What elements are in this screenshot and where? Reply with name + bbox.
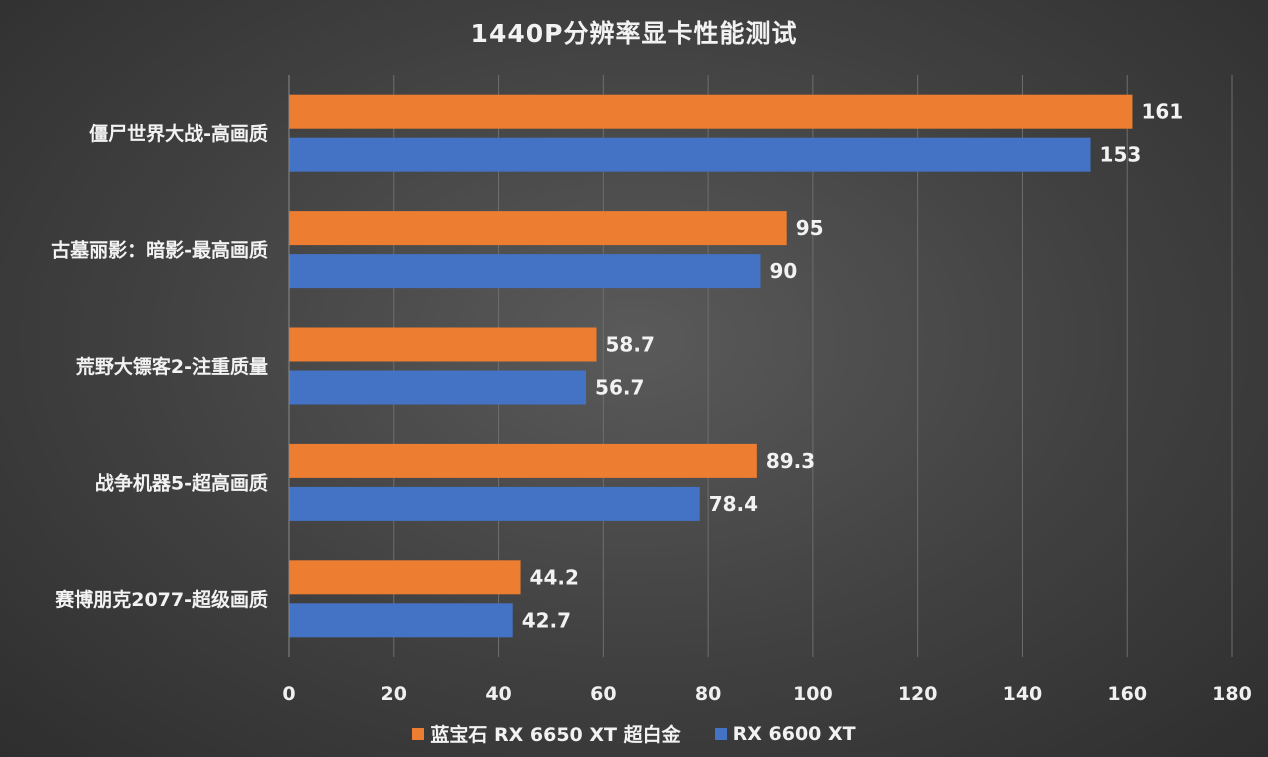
bar-series-2 (289, 254, 761, 289)
data-label: 153 (1100, 143, 1142, 167)
x-tick-label: 60 (590, 683, 616, 705)
bar-series-2 (289, 137, 1091, 172)
legend-swatch-series-2 (714, 727, 727, 740)
bar-series-1 (289, 94, 1133, 129)
bar-series-2 (289, 370, 587, 405)
category-label: 古墓丽影：暗影-最高画质 (51, 239, 268, 262)
x-tick-label: 80 (695, 683, 721, 705)
data-label: 44.2 (530, 565, 579, 589)
data-label: 161 (1141, 100, 1183, 124)
bar-series-1 (289, 560, 521, 595)
data-label: 89.3 (766, 449, 815, 473)
bar-series-1 (289, 211, 787, 246)
bar-series-2 (289, 603, 513, 638)
x-tick-label: 20 (381, 683, 407, 705)
x-tick-label: 160 (1107, 683, 1147, 705)
data-label: 78.4 (709, 492, 758, 516)
chart-legend: 蓝宝石 RX 6650 XT 超白金 RX 6600 XT (0, 720, 1268, 747)
legend-label-series-2: RX 6600 XT (732, 722, 856, 745)
bar-series-2 (289, 486, 700, 521)
category-label: 荒野大镖客2-注重质量 (76, 355, 268, 378)
bar-series-1 (289, 327, 597, 362)
category-label: 赛博朋克2077-超级画质 (54, 588, 268, 611)
legend-item-series-2: RX 6600 XT (714, 720, 856, 747)
legend-swatch-series-1 (412, 727, 425, 740)
data-label: 58.7 (606, 333, 655, 357)
data-label: 56.7 (595, 376, 644, 400)
data-label: 95 (796, 216, 824, 240)
x-tick-label: 40 (485, 683, 511, 705)
data-label: 42.7 (522, 608, 571, 632)
chart-title: 1440P分辨率显卡性能测试 (470, 19, 798, 48)
category-label: 僵尸世界大战-高画质 (89, 122, 268, 145)
bar-series-1 (289, 443, 757, 478)
x-tick-label: 0 (282, 683, 295, 705)
x-tick-label: 140 (1003, 683, 1043, 705)
legend-item-series-1: 蓝宝石 RX 6650 XT 超白金 (412, 720, 681, 747)
category-label: 战争机器5-超高画质 (95, 471, 268, 494)
data-label: 90 (770, 259, 798, 283)
x-tick-label: 180 (1212, 683, 1252, 705)
legend-label-series-1: 蓝宝石 RX 6650 XT 超白金 (430, 724, 681, 746)
x-tick-label: 100 (793, 683, 833, 705)
x-tick-label: 120 (898, 683, 938, 705)
